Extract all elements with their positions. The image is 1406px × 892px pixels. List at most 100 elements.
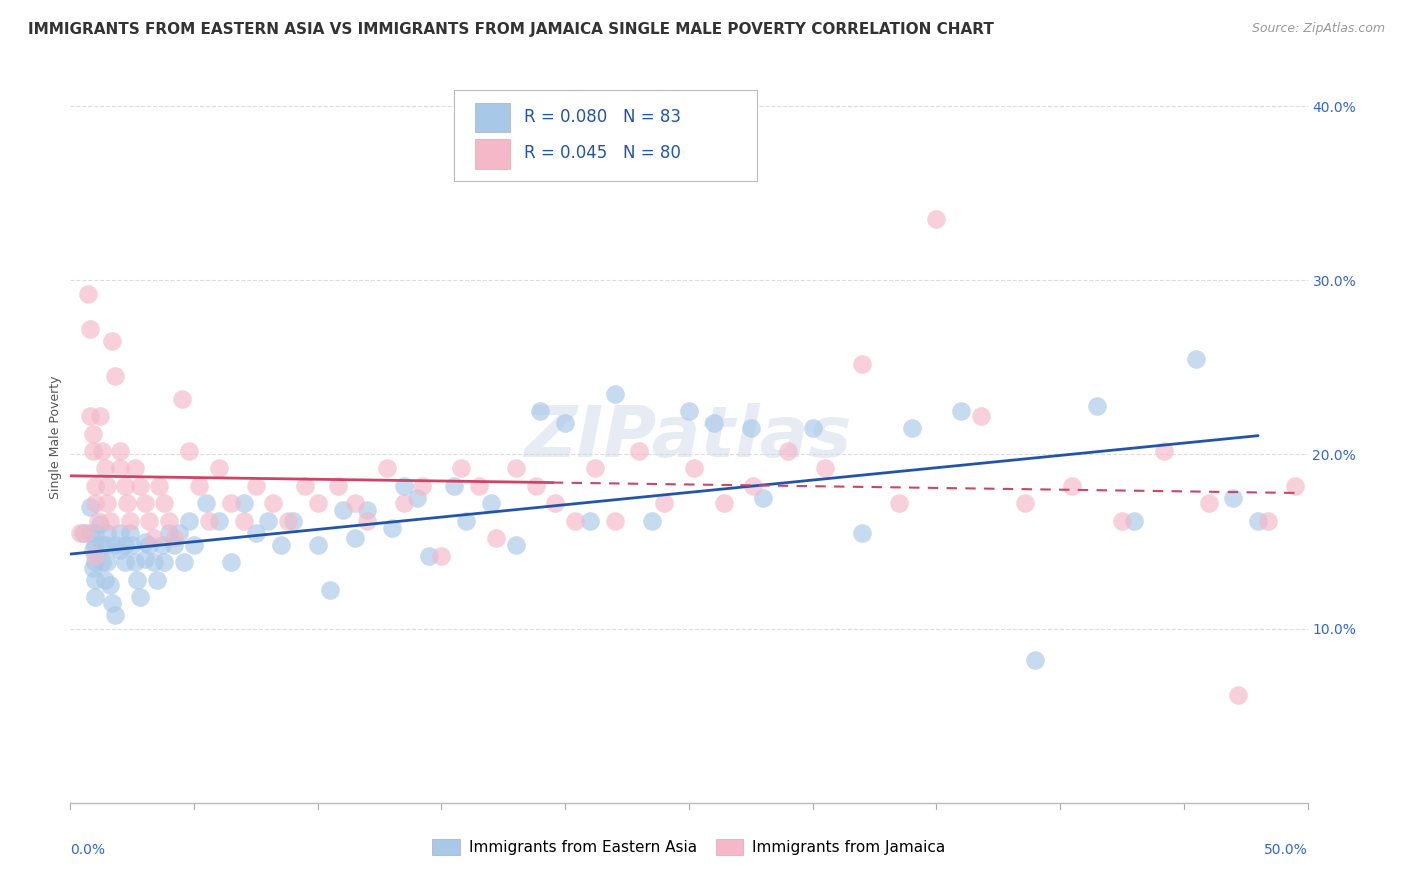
Point xyxy=(375,461,398,475)
Point xyxy=(114,479,136,493)
Point xyxy=(467,479,489,493)
Point xyxy=(69,525,91,540)
Point xyxy=(91,538,114,552)
Point xyxy=(79,500,101,514)
Point xyxy=(96,479,118,493)
Point xyxy=(98,578,121,592)
Point xyxy=(104,538,127,552)
Point xyxy=(108,525,131,540)
Point xyxy=(326,479,349,493)
Point xyxy=(114,556,136,570)
Point xyxy=(104,369,127,384)
Point xyxy=(82,543,104,558)
Point xyxy=(84,556,107,570)
Point xyxy=(84,525,107,540)
Point xyxy=(1111,514,1133,528)
Point xyxy=(579,514,602,528)
Point xyxy=(177,444,200,458)
Point xyxy=(405,491,427,505)
Point xyxy=(889,496,911,510)
Point xyxy=(232,496,254,510)
Point xyxy=(124,556,146,570)
Point xyxy=(1198,496,1220,510)
Point xyxy=(257,514,280,528)
Point xyxy=(1247,514,1270,528)
Point xyxy=(900,421,922,435)
Text: 50.0%: 50.0% xyxy=(1264,843,1308,857)
Point xyxy=(188,479,211,493)
Point xyxy=(524,479,547,493)
Point xyxy=(108,444,131,458)
Point xyxy=(381,521,404,535)
Point xyxy=(89,517,111,532)
Point xyxy=(1014,496,1036,510)
Point xyxy=(91,444,114,458)
Point xyxy=(115,496,138,510)
Point xyxy=(1257,514,1279,528)
Point xyxy=(479,496,502,510)
Point xyxy=(450,461,472,475)
Point xyxy=(740,421,762,435)
Point xyxy=(307,496,329,510)
Point xyxy=(143,531,166,545)
Y-axis label: Single Male Poverty: Single Male Poverty xyxy=(49,376,62,499)
Point xyxy=(118,525,141,540)
Point xyxy=(84,573,107,587)
Point xyxy=(138,514,160,528)
Point xyxy=(245,525,267,540)
Point xyxy=(529,404,551,418)
Point xyxy=(1024,653,1046,667)
Point xyxy=(118,514,141,528)
Point xyxy=(104,607,127,622)
Point xyxy=(1062,479,1084,493)
Point xyxy=(153,496,176,510)
Point xyxy=(356,514,378,528)
Text: 0.0%: 0.0% xyxy=(70,843,105,857)
Point xyxy=(343,496,366,510)
Text: R = 0.045   N = 80: R = 0.045 N = 80 xyxy=(524,145,682,162)
Point xyxy=(219,496,242,510)
Legend: Immigrants from Eastern Asia, Immigrants from Jamaica: Immigrants from Eastern Asia, Immigrants… xyxy=(426,833,952,861)
Point xyxy=(138,538,160,552)
Point xyxy=(173,556,195,570)
Point xyxy=(485,531,508,545)
Point xyxy=(134,534,156,549)
Point xyxy=(128,479,150,493)
Point xyxy=(208,514,231,528)
Point xyxy=(96,496,118,510)
Point xyxy=(776,444,799,458)
Point xyxy=(356,503,378,517)
Point xyxy=(232,514,254,528)
Point xyxy=(678,404,700,418)
Point xyxy=(72,525,94,540)
Point xyxy=(925,212,948,227)
Point xyxy=(544,496,567,510)
Point xyxy=(146,573,169,587)
Point xyxy=(127,573,149,587)
Point xyxy=(713,496,735,510)
Point xyxy=(332,503,354,517)
Point xyxy=(101,595,124,609)
Point xyxy=(101,334,124,349)
Point xyxy=(307,538,329,552)
Point xyxy=(443,479,465,493)
Point xyxy=(851,525,873,540)
Point xyxy=(950,404,973,418)
Point xyxy=(98,514,121,528)
FancyBboxPatch shape xyxy=(475,139,509,169)
Point xyxy=(84,496,107,510)
Text: ZIPatlas: ZIPatlas xyxy=(526,402,852,472)
Point xyxy=(219,556,242,570)
Point xyxy=(195,496,218,510)
Point xyxy=(82,444,104,458)
Point xyxy=(281,514,304,528)
Point xyxy=(801,421,824,435)
Point xyxy=(170,392,193,406)
Point xyxy=(583,461,606,475)
Point xyxy=(652,496,675,510)
Point xyxy=(84,591,107,605)
Point xyxy=(183,538,205,552)
Point xyxy=(91,556,114,570)
Point xyxy=(683,461,706,475)
Point xyxy=(603,386,626,401)
